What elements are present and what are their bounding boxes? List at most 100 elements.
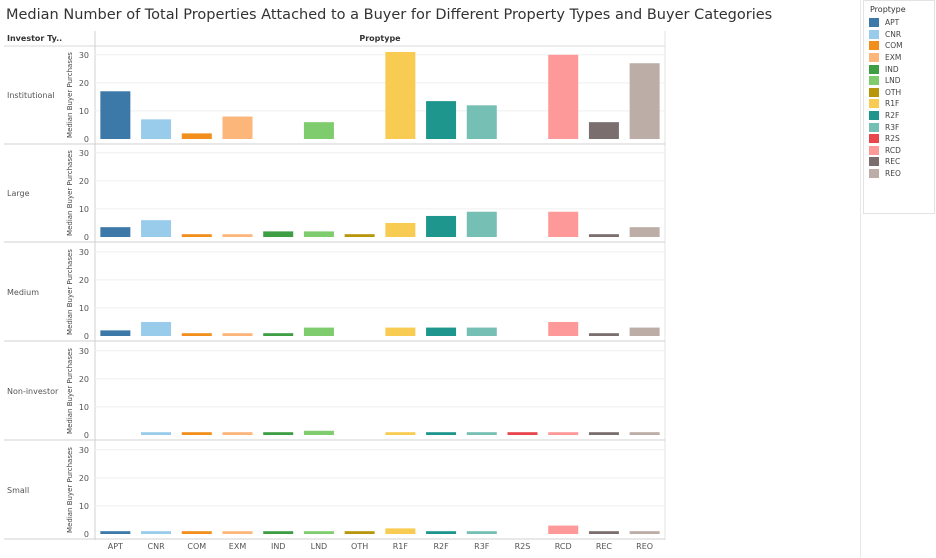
bar-small-ind[interactable] [263, 531, 294, 534]
bar-non-investor-ind[interactable] [263, 432, 294, 435]
bar-small-oth[interactable] [344, 531, 375, 534]
legend-item-com[interactable]: COM [869, 40, 934, 52]
bar-non-investor-r2f[interactable] [426, 432, 457, 435]
bar-large-oth[interactable] [344, 234, 375, 237]
bar-small-lnd[interactable] [303, 531, 334, 534]
bar-non-investor-com[interactable] [181, 432, 212, 435]
bar-medium-r2f[interactable] [426, 327, 457, 336]
legend-item-rec[interactable]: REC [869, 156, 934, 168]
x-tick-label-r3f: R3F [474, 542, 490, 551]
bar-institutional-rcd[interactable] [548, 54, 579, 139]
bar-medium-com[interactable] [181, 333, 212, 336]
bar-institutional-cnr[interactable] [141, 119, 172, 139]
legend-label: OTH [885, 87, 902, 97]
bar-small-rcd[interactable] [548, 525, 579, 534]
bar-non-investor-r2s[interactable] [507, 432, 538, 435]
bar-large-r1f[interactable] [385, 222, 416, 237]
bar-small-r2f[interactable] [426, 531, 457, 534]
bar-medium-r1f[interactable] [385, 327, 416, 336]
row-label-medium: Medium [7, 288, 39, 297]
bar-non-investor-reo[interactable] [629, 432, 660, 435]
bar-institutional-apt[interactable] [100, 91, 131, 139]
bar-small-com[interactable] [181, 531, 212, 534]
legend-items: APT CNR COM EXM IND LND OTH R1F R2F R3F R2S RCD REC R… [864, 17, 934, 179]
x-tick-label-rcd: RCD [555, 542, 572, 551]
bar-medium-cnr[interactable] [141, 321, 172, 336]
legend[interactable]: Proptype APT CNR COM EXM IND LND OTH R1F R2F R3F R… [863, 0, 935, 214]
legend-item-reo[interactable]: REO [869, 168, 934, 180]
legend-item-r2f[interactable]: R2F [869, 110, 934, 122]
bar-small-reo[interactable] [629, 531, 660, 534]
column-header-label: Proptype [359, 34, 401, 43]
bar-medium-reo[interactable] [629, 327, 660, 336]
bar-non-investor-rcd[interactable] [548, 432, 579, 435]
bar-large-r3f[interactable] [466, 211, 497, 237]
x-tick-label-rec: REC [596, 542, 613, 551]
bar-medium-rcd[interactable] [548, 321, 579, 336]
bar-medium-exm[interactable] [222, 333, 253, 336]
legend-item-lnd[interactable]: LND [869, 75, 934, 87]
bar-small-r3f[interactable] [466, 531, 497, 534]
x-tick-label-reo: REO [636, 542, 653, 551]
bar-institutional-reo[interactable] [629, 63, 660, 139]
legend-swatch [869, 76, 879, 86]
bar-large-apt[interactable] [100, 227, 131, 237]
legend-label: R1F [885, 99, 900, 109]
legend-item-rcd[interactable]: RCD [869, 145, 934, 157]
bar-large-cnr[interactable] [141, 220, 172, 237]
x-tick-label-com: COM [187, 542, 206, 551]
bar-non-investor-cnr[interactable] [141, 432, 172, 435]
bar-institutional-exm[interactable] [222, 116, 253, 139]
x-tick-label-cnr: CNR [148, 542, 166, 551]
bar-small-cnr[interactable] [141, 531, 172, 534]
y-tick-label: 30 [79, 51, 89, 60]
x-tick-label-r1f: R1F [393, 542, 409, 551]
bar-non-investor-r3f[interactable] [466, 432, 497, 435]
bar-institutional-rec[interactable] [588, 122, 619, 139]
bar-large-lnd[interactable] [303, 231, 334, 237]
bar-institutional-com[interactable] [181, 133, 212, 139]
legend-label: CNR [885, 29, 902, 39]
y-tick-label: 10 [79, 304, 89, 313]
bar-medium-ind[interactable] [263, 333, 294, 336]
legend-swatch [869, 134, 879, 144]
bar-medium-lnd[interactable] [303, 327, 334, 336]
bar-institutional-r3f[interactable] [466, 105, 497, 139]
bar-large-rec[interactable] [588, 234, 619, 237]
legend-item-r2s[interactable]: R2S [869, 133, 934, 145]
bar-institutional-lnd[interactable] [303, 122, 334, 139]
legend-item-r1f[interactable]: R1F [869, 98, 934, 110]
legend-item-exm[interactable]: EXM [869, 52, 934, 64]
legend-label: APT [885, 18, 900, 28]
legend-label: REO [885, 169, 901, 179]
bar-large-com[interactable] [181, 234, 212, 237]
row-label-large: Large [7, 189, 30, 198]
bar-non-investor-lnd[interactable] [303, 430, 334, 435]
legend-item-oth[interactable]: OTH [869, 87, 934, 99]
bar-small-exm[interactable] [222, 531, 253, 534]
bar-medium-apt[interactable] [100, 330, 131, 336]
bar-small-r1f[interactable] [385, 528, 416, 534]
bar-non-investor-exm[interactable] [222, 432, 253, 435]
legend-item-r3f[interactable]: R3F [869, 121, 934, 133]
legend-item-apt[interactable]: APT [869, 17, 934, 29]
bar-large-rcd[interactable] [548, 211, 579, 237]
legend-item-cnr[interactable]: CNR [869, 29, 934, 41]
legend-swatch [869, 53, 879, 63]
x-tick-label-exm: EXM [229, 542, 247, 551]
y-tick-label: 20 [79, 276, 89, 285]
bar-medium-rec[interactable] [588, 333, 619, 336]
legend-label: EXM [885, 53, 902, 63]
bar-large-exm[interactable] [222, 234, 253, 237]
bar-large-r2f[interactable] [426, 215, 457, 237]
bar-medium-r3f[interactable] [466, 327, 497, 336]
bar-non-investor-r1f[interactable] [385, 432, 416, 435]
bar-non-investor-rec[interactable] [588, 432, 619, 435]
legend-item-ind[interactable]: IND [869, 63, 934, 75]
bar-large-reo[interactable] [629, 227, 660, 237]
bar-institutional-r1f[interactable] [385, 52, 416, 139]
bar-small-apt[interactable] [100, 531, 131, 534]
bar-small-rec[interactable] [588, 531, 619, 534]
bar-large-ind[interactable] [263, 231, 294, 237]
bar-institutional-r2f[interactable] [426, 101, 457, 139]
